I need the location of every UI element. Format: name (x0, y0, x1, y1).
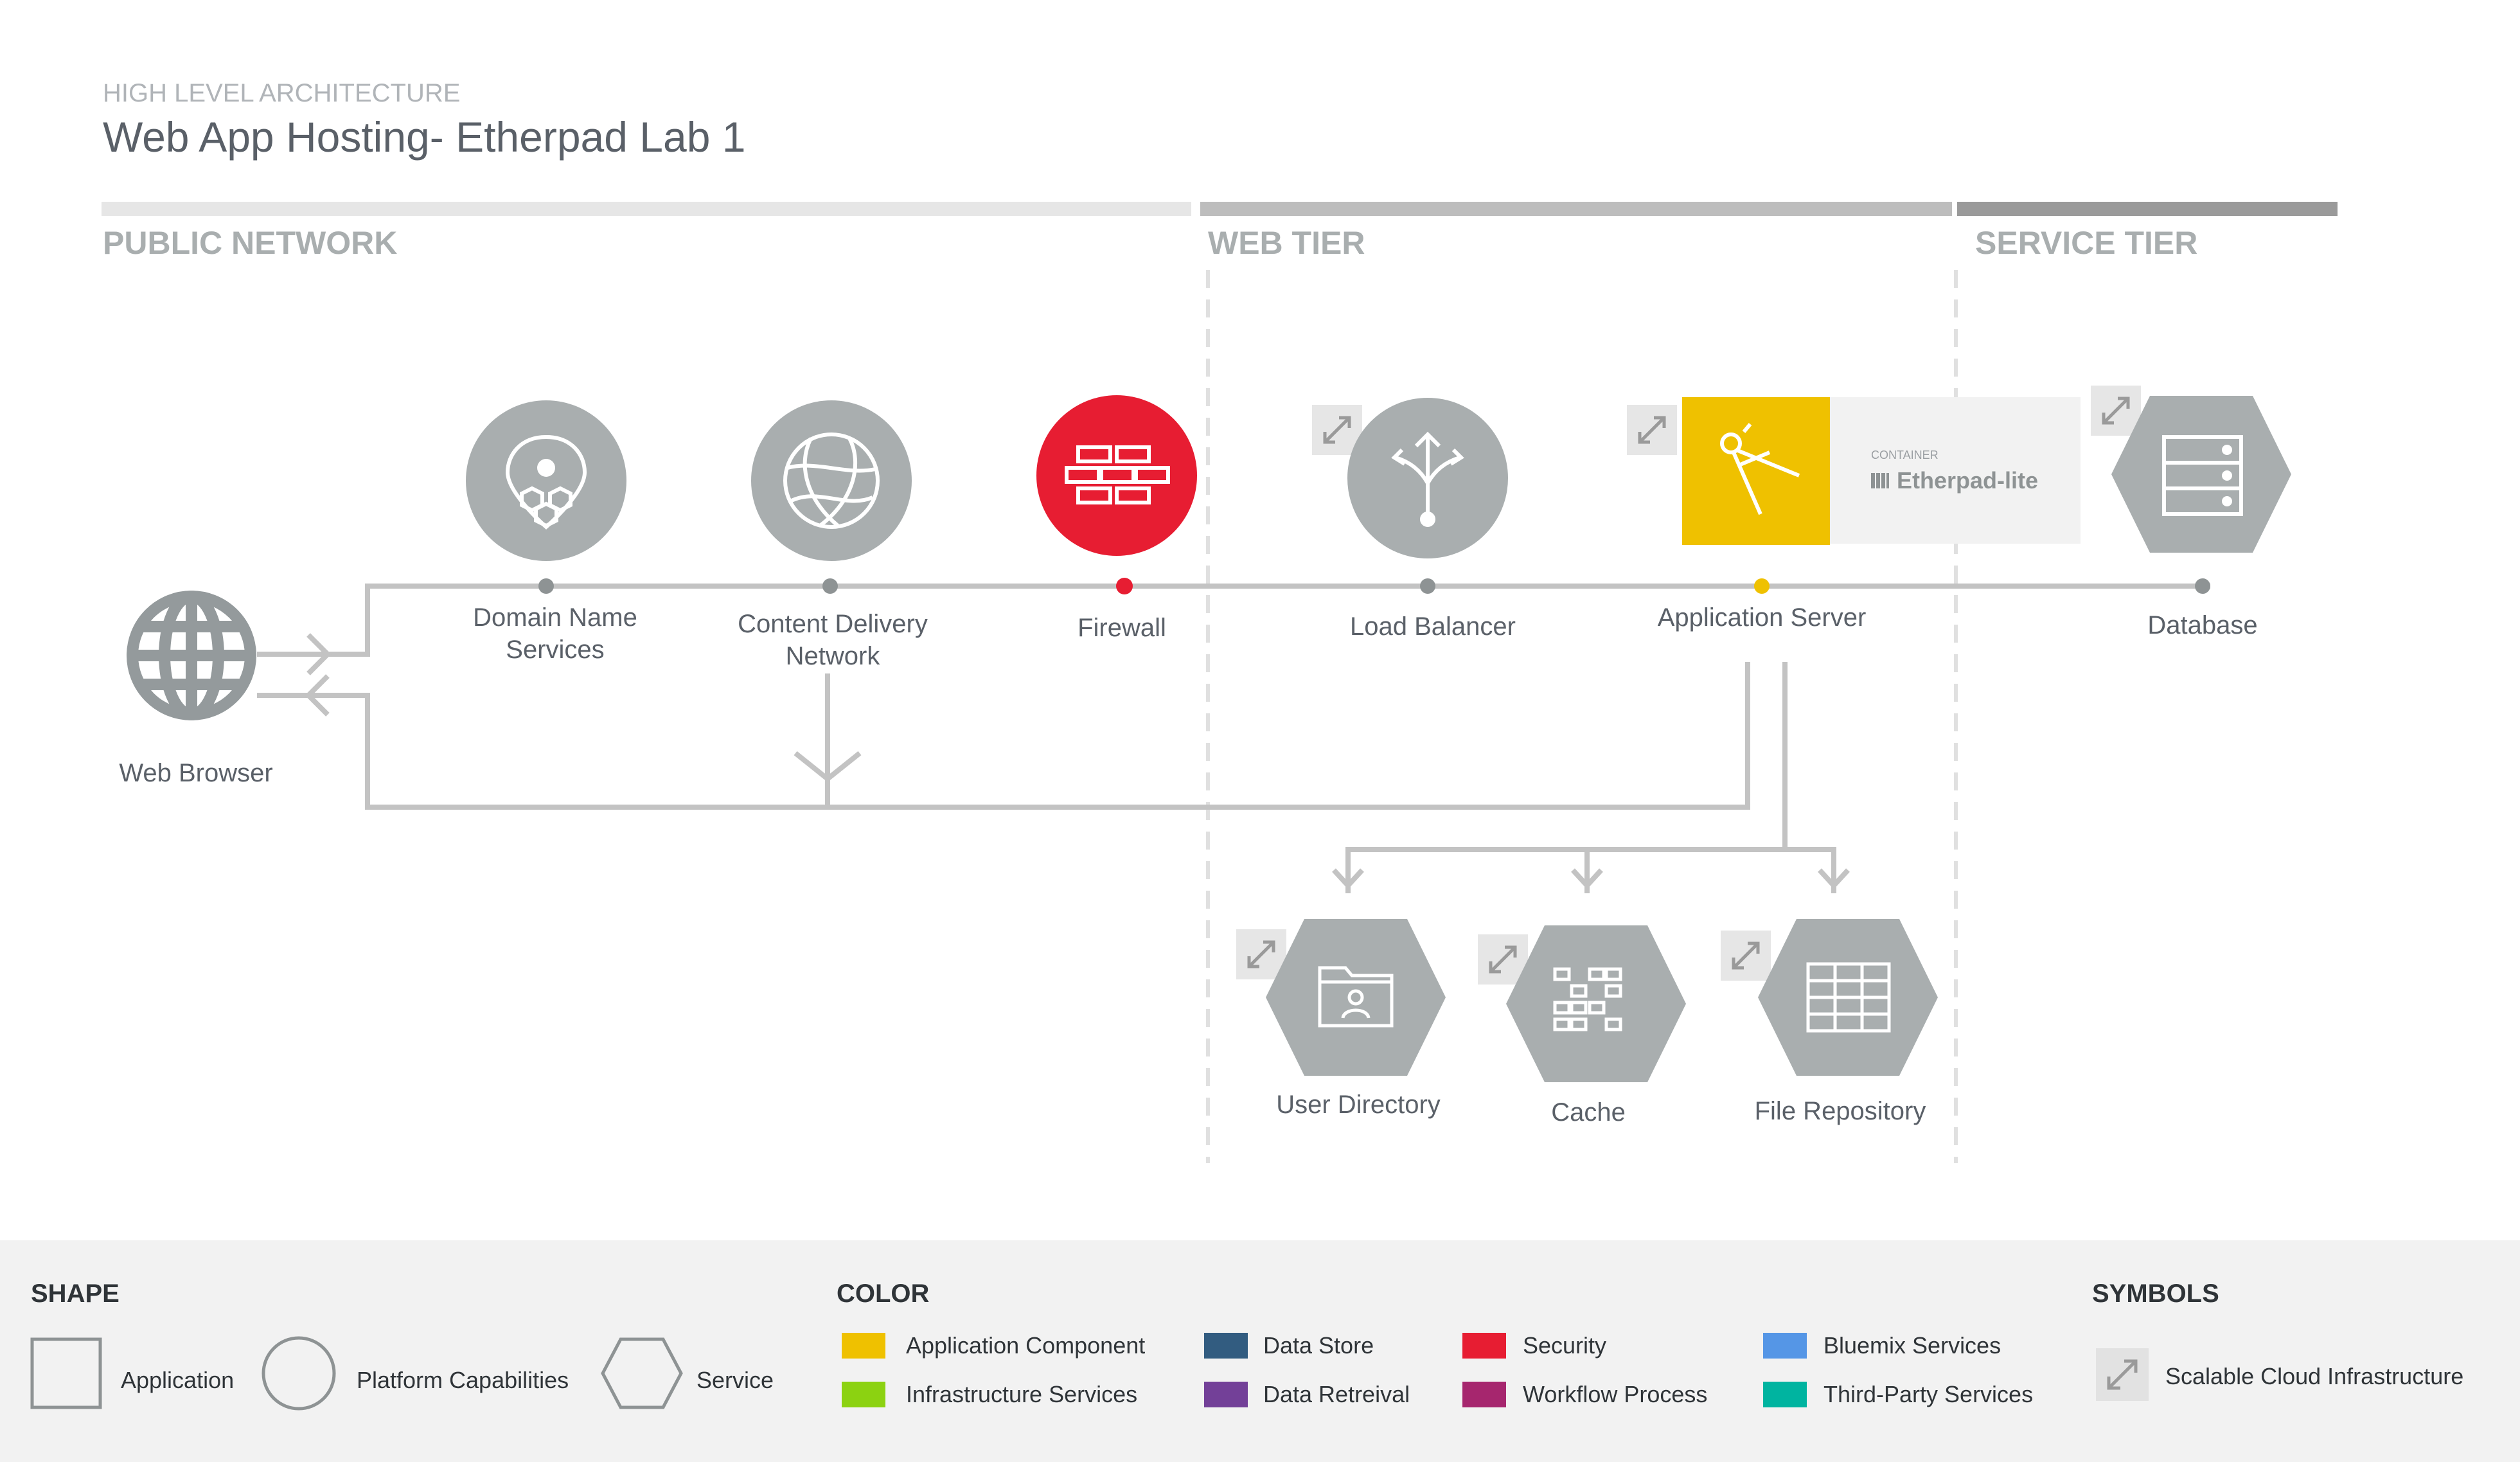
scalable-cloud-icon (2096, 1348, 2149, 1401)
legend-shape-title: SHAPE (31, 1279, 120, 1308)
brick-wall-icon (1065, 445, 1170, 504)
database-label: Database (2147, 611, 2257, 639)
legend-swatch-bluemix-services (1763, 1333, 1807, 1359)
container-icon (1871, 473, 1889, 488)
legend-color-label: Data Store (1263, 1332, 1374, 1359)
zone-label-service-tier: SERVICE TIER (1975, 225, 2197, 261)
content-delivery-network-label-line1: Content Delivery (738, 610, 928, 638)
diagram-title: Web App Hosting- Etherpad Lab 1 (103, 113, 745, 161)
legend-swatch-third-party-services (1763, 1382, 1807, 1407)
scalable-icon (2091, 386, 2141, 436)
domain-name-services-label-line2: Services (506, 636, 604, 664)
database-connector-dot (2195, 578, 2210, 594)
legend-circle-shape (262, 1336, 336, 1411)
file-repository-label: File Repository (1755, 1097, 1926, 1125)
legend-color-label: Application Component (906, 1332, 1145, 1359)
etherpad-container-panel[interactable] (1830, 397, 2081, 544)
legend-application-label: Application (121, 1367, 234, 1393)
legend-color-label: Security (1523, 1332, 1606, 1359)
legend-square-shape (30, 1337, 102, 1409)
diagram-subtitle: HIGH LEVEL ARCHITECTURE (103, 79, 460, 107)
dns-connector-dot (538, 578, 554, 594)
legend-platform-label: Platform Capabilities (357, 1367, 569, 1393)
firewall-connector-dot (1116, 578, 1133, 594)
firewall-node[interactable] (1036, 395, 1197, 556)
scalable-icon (1721, 931, 1771, 981)
legend-scalable-label: Scalable Cloud Infrastructure (2165, 1363, 2463, 1389)
scalable-icon (1478, 934, 1528, 985)
cache-grid-icon (1553, 967, 1622, 1031)
legend-color-title: COLOR (837, 1279, 930, 1308)
app-server-connector-dot (1754, 578, 1770, 594)
legend-color-label: Infrastructure Services (906, 1381, 1137, 1407)
domain-name-services-label-line1: Domain Name (473, 603, 637, 632)
legend-color-label: Workflow Process (1523, 1381, 1707, 1407)
web-browser-icon (127, 591, 256, 720)
web-browser-label: Web Browser (119, 759, 272, 787)
legend-symbols-title: SYMBOLS (2092, 1279, 2219, 1308)
application-server-label: Application Server (1658, 603, 1867, 632)
domain-name-services-node[interactable] (466, 400, 626, 561)
legend-swatch-security (1462, 1333, 1506, 1359)
legend-swatch-data-store (1204, 1333, 1248, 1359)
legend-color-label: Bluemix Services (1823, 1332, 2001, 1359)
scalable-icon (1627, 405, 1677, 455)
content-delivery-network-node[interactable] (751, 400, 912, 561)
database-node[interactable] (2111, 396, 2291, 553)
legend-swatch-workflow-process (1462, 1382, 1506, 1407)
content-delivery-network-label-line2: Network (786, 642, 881, 670)
scalable-icon (1312, 405, 1362, 455)
lb-connector-dot (1420, 578, 1435, 594)
location-pin-icon (505, 434, 587, 530)
cdn-connector-dot (822, 578, 838, 594)
cache-label: Cache (1551, 1098, 1626, 1127)
web-tier-bar (1200, 202, 1952, 216)
load-balancer-label: Load Balancer (1350, 612, 1516, 641)
firewall-label: Firewall (1078, 614, 1166, 642)
service-tier-bar (1957, 202, 2338, 216)
legend-color-label: Data Retreival (1263, 1381, 1410, 1407)
user-folder-icon (1318, 966, 1394, 1028)
zone-label-public-network: PUBLIC NETWORK (103, 225, 397, 261)
load-balancer-icon (1391, 431, 1464, 527)
legend-swatch-application-component (842, 1333, 885, 1359)
zone-label-web-tier: WEB TIER (1208, 225, 1365, 261)
application-server-node[interactable] (1682, 397, 1830, 545)
legend-swatch-infrastructure-services (842, 1382, 885, 1407)
legend-color-label: Third-Party Services (1823, 1381, 2033, 1407)
legend-hexagon-shape (601, 1337, 683, 1409)
scalable-icon (1236, 929, 1286, 979)
network-globe-icon (783, 432, 880, 529)
user-directory-label: User Directory (1276, 1091, 1441, 1119)
user-directory-node[interactable] (1266, 919, 1446, 1076)
file-cabinet-icon (1806, 962, 1891, 1033)
public-network-bar (102, 202, 1191, 216)
container-name: Etherpad-lite (1897, 467, 2038, 494)
server-rack-icon (2162, 435, 2243, 516)
legend-service-label: Service (697, 1367, 774, 1393)
drafting-compass-icon (1720, 423, 1800, 515)
container-caption: CONTAINER (1871, 449, 1939, 461)
connectors (257, 584, 2210, 893)
legend-swatch-data-retreival (1204, 1382, 1248, 1407)
